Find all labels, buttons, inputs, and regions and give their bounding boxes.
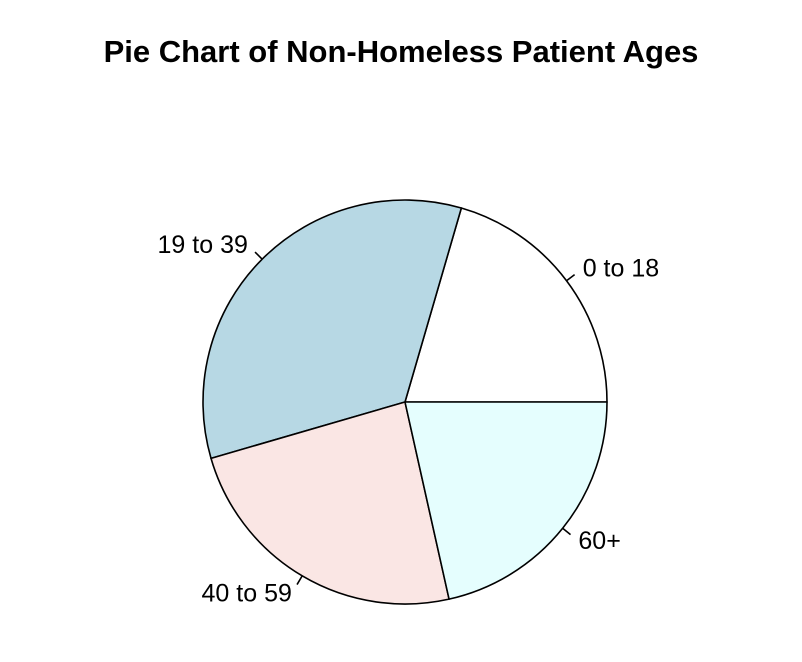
pie-tick-19-to-39 xyxy=(254,251,263,260)
pie-slice-0-to-18 xyxy=(404,207,608,403)
pie-label-19-to-39: 19 to 39 xyxy=(158,231,248,259)
pie-tick-0-to-18 xyxy=(566,274,576,282)
pie-label-0-to-18: 0 to 18 xyxy=(583,255,659,283)
pie-slice-40-to-59 xyxy=(210,401,450,605)
pie-tick-40-to-59 xyxy=(296,575,303,585)
pie-slice-60 xyxy=(404,401,608,600)
chart-title: Pie Chart of Non-Homeless Patient Ages xyxy=(103,34,699,69)
pie-label-60: 60+ xyxy=(578,527,620,555)
pie-tick-60 xyxy=(562,527,572,536)
pie-slice-19-to-39 xyxy=(202,199,463,460)
pie-label-40-to-59: 40 to 59 xyxy=(202,579,292,607)
